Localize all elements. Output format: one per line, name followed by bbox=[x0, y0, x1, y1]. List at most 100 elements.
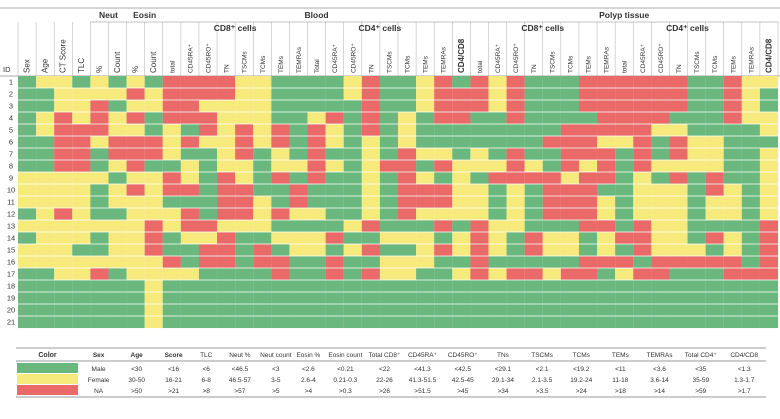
heat-cell bbox=[180, 208, 200, 221]
heat-cell bbox=[54, 160, 73, 173]
legend-value-cell: >45 bbox=[457, 388, 468, 395]
heat-cell bbox=[217, 124, 236, 137]
group-header-neut: Neut bbox=[99, 10, 118, 20]
legend-header-cell: Age bbox=[131, 352, 144, 359]
heat-cell bbox=[144, 160, 163, 173]
heat-cell bbox=[72, 112, 91, 125]
heat-cell bbox=[36, 316, 55, 329]
heat-cell bbox=[18, 292, 37, 305]
heat-cell bbox=[615, 172, 634, 185]
heat-cell bbox=[687, 172, 706, 185]
heat-cell bbox=[343, 304, 362, 317]
heat-cell bbox=[36, 76, 55, 89]
column-headers: Neut Eosin Blood Polyp tissue CD8⁺ cells CD4⁺… bbox=[0, 7, 780, 77]
row-id-label: 2 bbox=[9, 90, 13, 99]
heat-cell bbox=[144, 280, 163, 293]
heat-cell bbox=[72, 232, 91, 245]
heat-cell bbox=[524, 208, 543, 221]
heat-cell bbox=[542, 232, 561, 245]
heat-cell bbox=[488, 124, 507, 137]
heat-cell bbox=[615, 268, 634, 281]
heat-cell bbox=[452, 292, 471, 305]
heat-cell bbox=[597, 220, 616, 233]
heat-cell bbox=[470, 124, 489, 137]
heat-cell bbox=[126, 112, 145, 125]
heat-cell bbox=[162, 88, 181, 101]
heat-cell bbox=[198, 196, 218, 209]
heat-cell bbox=[54, 100, 73, 113]
heat-cell bbox=[343, 208, 362, 221]
heat-cell bbox=[289, 76, 308, 89]
heat-cell bbox=[597, 148, 616, 161]
row-id-label: 21 bbox=[7, 318, 15, 327]
column-label: TCMs bbox=[260, 55, 267, 73]
column-label: Count bbox=[113, 51, 122, 73]
heat-cell bbox=[18, 196, 37, 209]
heat-cell bbox=[560, 208, 580, 221]
heat-cell bbox=[361, 220, 380, 233]
heat-cell bbox=[235, 124, 254, 137]
heat-cell bbox=[198, 136, 218, 149]
heat-cell bbox=[524, 196, 543, 209]
heat-cell bbox=[687, 184, 706, 197]
heat-cell bbox=[253, 280, 272, 293]
heat-cell bbox=[470, 184, 489, 197]
heat-cell bbox=[235, 316, 254, 329]
heat-cell bbox=[597, 292, 616, 305]
heat-cell bbox=[434, 220, 453, 233]
heat-cell bbox=[398, 208, 417, 221]
heat-cell bbox=[470, 220, 489, 233]
heat-cell bbox=[759, 100, 779, 113]
heat-cell bbox=[651, 160, 670, 173]
heat-cell bbox=[524, 124, 543, 137]
heat-cell bbox=[343, 184, 362, 197]
heat-cell bbox=[379, 160, 399, 173]
heat-cell bbox=[253, 292, 272, 305]
heat-cell bbox=[198, 88, 218, 101]
heat-cell bbox=[416, 76, 435, 89]
heat-cell bbox=[379, 76, 399, 89]
heat-cell bbox=[723, 172, 742, 185]
heat-cell bbox=[470, 148, 489, 161]
heat-cell bbox=[235, 220, 254, 233]
row-id-label: 20 bbox=[7, 306, 15, 315]
heat-cell bbox=[198, 172, 218, 185]
row-id-label: 5 bbox=[9, 126, 13, 135]
heat-cell bbox=[126, 184, 145, 197]
heat-cell bbox=[488, 88, 507, 101]
heat-cell bbox=[126, 160, 145, 173]
heat-cell bbox=[54, 172, 73, 185]
column-label: TEMRAs bbox=[748, 46, 755, 73]
heat-cell bbox=[379, 196, 399, 209]
heat-cell bbox=[398, 160, 417, 173]
heat-cell bbox=[72, 124, 91, 137]
heat-cell bbox=[36, 100, 55, 113]
heat-cell bbox=[325, 88, 344, 101]
legend-color-swatch bbox=[17, 385, 79, 395]
heat-cell bbox=[271, 124, 290, 137]
heat-cell bbox=[488, 148, 507, 161]
heat-cell bbox=[560, 172, 580, 185]
legend-value-cell: >4 bbox=[305, 388, 313, 395]
heat-cell bbox=[217, 160, 236, 173]
heat-cell bbox=[542, 100, 561, 113]
heat-cell bbox=[506, 208, 525, 221]
heat-cell bbox=[560, 112, 580, 125]
heat-cell bbox=[162, 100, 181, 113]
heat-cell bbox=[416, 136, 435, 149]
heat-cell bbox=[452, 244, 471, 257]
heat-cell bbox=[162, 160, 181, 173]
heat-cell bbox=[651, 148, 670, 161]
heat-cell bbox=[307, 220, 326, 233]
heat-cell bbox=[633, 112, 652, 125]
heat-cell bbox=[741, 244, 760, 257]
heat-cell bbox=[416, 196, 435, 209]
heat-cell bbox=[705, 196, 724, 209]
heat-cell bbox=[343, 220, 362, 233]
heat-cell bbox=[90, 244, 109, 257]
heat-cell bbox=[271, 316, 290, 329]
legend-value-cell: <42.5 bbox=[455, 366, 472, 373]
heat-cell bbox=[651, 136, 670, 149]
heat-cell bbox=[633, 76, 652, 89]
column-label: TEMRAs bbox=[604, 46, 611, 73]
